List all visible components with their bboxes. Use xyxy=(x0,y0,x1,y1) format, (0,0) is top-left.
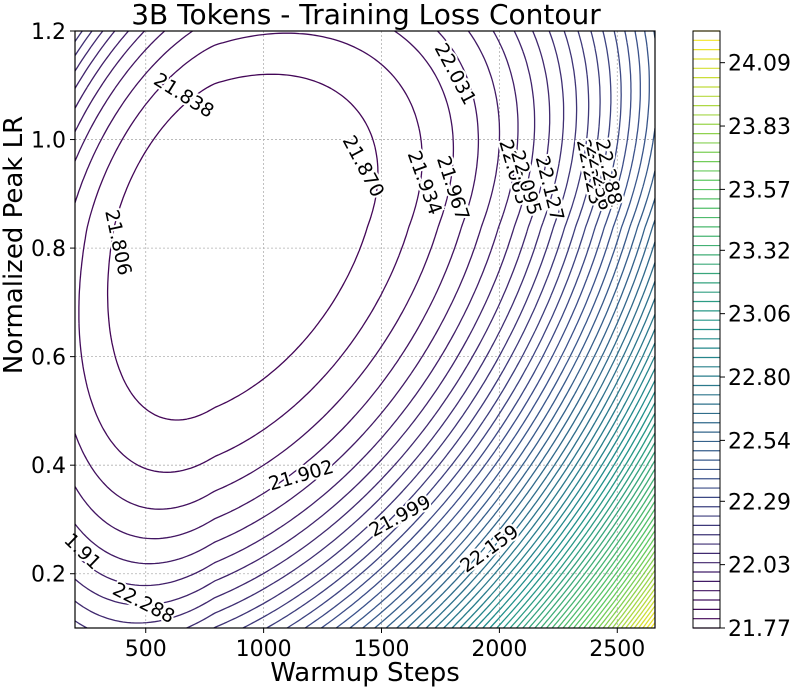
contour-label: 21.838 xyxy=(150,69,218,123)
colorbar-tick-label: 23.32 xyxy=(728,239,791,264)
contour-level xyxy=(75,31,578,628)
x-tick-label: 500 xyxy=(125,637,167,662)
y-axis-label: Normalized Peak LR xyxy=(0,116,29,374)
contour-level xyxy=(361,31,655,628)
contour-level xyxy=(75,31,565,628)
contour-level xyxy=(241,31,590,628)
contour-level xyxy=(466,355,655,628)
colorbar-tick-label: 23.06 xyxy=(728,303,791,328)
contour-level xyxy=(551,485,655,628)
colorbar-tick-label: 22.03 xyxy=(728,554,791,579)
contour-level xyxy=(320,31,632,628)
contour-level xyxy=(474,368,655,628)
contour-label: 21.999 xyxy=(366,491,435,542)
x-axis-ticks: 500 1000 1500 2000 2500 xyxy=(125,628,645,662)
contour-level xyxy=(641,611,655,628)
contour-level xyxy=(625,588,655,628)
contour-level xyxy=(348,31,650,628)
colorbar-tick-label: 21.77 xyxy=(728,617,791,642)
contour-level xyxy=(75,31,551,624)
contour-level xyxy=(303,31,622,628)
y-tick-label: 1.0 xyxy=(31,129,66,154)
y-tick-label: 0.6 xyxy=(31,346,66,371)
colorbar: 21.77 22.03 22.29 22.54 22.80 23.06 23.32 23.57… xyxy=(692,30,791,642)
contour-level xyxy=(335,31,641,628)
contour-level xyxy=(75,31,480,540)
contour-level xyxy=(106,73,379,421)
contour-level xyxy=(78,32,423,473)
contour-level xyxy=(572,515,655,628)
contour-level xyxy=(592,544,655,628)
colorbar-tick-label: 24.09 xyxy=(728,52,791,77)
colorbar-tick-label: 22.54 xyxy=(728,429,791,454)
contour-label: 21.806 xyxy=(100,208,135,278)
x-tick-label: 1500 xyxy=(354,637,410,662)
colorbar-frame xyxy=(692,30,721,629)
x-tick-label: 2500 xyxy=(589,637,645,662)
contour-level xyxy=(646,616,655,628)
contour-level xyxy=(285,31,612,628)
y-tick-label: 0.4 xyxy=(31,454,66,479)
x-axis-label: Warmup Steps xyxy=(270,658,460,688)
contour-level xyxy=(75,31,519,587)
contour-level xyxy=(528,451,655,628)
y-tick-label: 1.2 xyxy=(31,20,66,45)
contour-label: 22.031 xyxy=(430,40,481,109)
colorbar-tick-label: 22.29 xyxy=(728,490,791,515)
contour-label: 1.91 xyxy=(60,529,106,574)
contour-level xyxy=(577,523,655,628)
x-tick-label: 1000 xyxy=(236,637,292,662)
contour-lines xyxy=(75,31,655,628)
y-axis-ticks: 0.2 0.4 0.6 0.8 1.0 1.2 xyxy=(31,20,75,588)
contour-level xyxy=(629,594,655,628)
contour-label: 21.902 xyxy=(266,456,336,495)
contour-level xyxy=(567,508,655,628)
contour-level xyxy=(75,31,501,565)
plot-frame xyxy=(74,30,656,629)
contour-level xyxy=(488,391,655,628)
contour-level xyxy=(534,460,655,628)
contour-level xyxy=(607,563,655,628)
contour-level xyxy=(521,442,655,628)
x-tick-label: 2000 xyxy=(471,637,527,662)
contour-level xyxy=(75,31,536,606)
contour-level xyxy=(75,31,455,510)
colorbar-tick-label: 22.80 xyxy=(728,366,791,391)
chart-title: 3B Tokens - Training Loss Contour xyxy=(131,0,601,31)
contour-level xyxy=(373,170,655,628)
colorbar-tick-label: 23.57 xyxy=(728,178,791,203)
contour-level xyxy=(509,422,655,628)
contour-level xyxy=(395,219,655,628)
contour-level xyxy=(597,550,655,628)
contour-level xyxy=(616,576,655,628)
colorbar-tick-label: 23.83 xyxy=(728,115,791,140)
contour-label: 21.870 xyxy=(338,132,389,201)
contour-level xyxy=(481,380,655,628)
y-tick-label: 0.8 xyxy=(31,237,66,262)
y-tick-label: 0.2 xyxy=(31,563,66,588)
contour-level xyxy=(633,599,655,628)
